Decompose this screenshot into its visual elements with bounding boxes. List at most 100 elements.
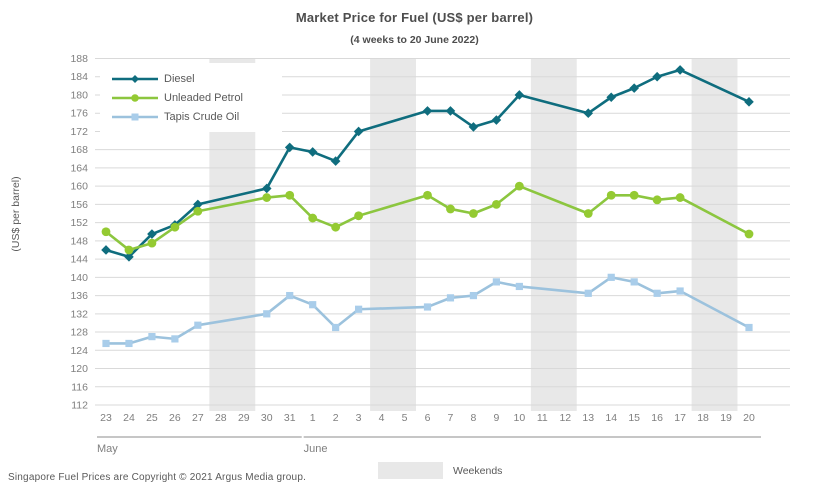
weekend-band <box>370 58 417 411</box>
chart-subtitle: (4 weeks to 20 June 2022) <box>350 34 479 46</box>
x-tick-label: 31 <box>284 412 296 424</box>
legend-label: Tapis Crude Oil <box>164 110 240 123</box>
tapis-crude-oil-point <box>630 278 638 286</box>
y-tick-label: 164 <box>70 162 88 174</box>
tapis-crude-oil-point <box>171 335 179 343</box>
diesel-point <box>330 156 341 166</box>
x-tick-label: 4 <box>379 412 385 424</box>
tapis-crude-oil-point <box>584 289 592 297</box>
diesel-point <box>606 92 617 103</box>
x-tick-label: 18 <box>697 412 709 424</box>
diesel-point <box>468 122 479 132</box>
tapis-crude-oil-point <box>309 301 317 309</box>
y-tick-label: 180 <box>70 89 88 101</box>
unleaded-petrol-point <box>354 211 364 221</box>
x-tick-label: 13 <box>582 412 594 424</box>
unleaded-petrol-point <box>262 193 272 202</box>
x-tick-label: 23 <box>100 412 112 424</box>
tapis-crude-oil-point <box>607 273 615 281</box>
diesel-point <box>353 126 364 137</box>
weekend-legend: Weekends <box>378 462 502 479</box>
y-tick-label: 144 <box>70 254 88 266</box>
tapis-crude-oil-swatch-icon <box>112 113 158 120</box>
tapis-crude-oil-point <box>355 305 363 313</box>
diesel-swatch-icon <box>112 74 158 83</box>
unleaded-petrol-point <box>308 213 318 223</box>
x-tick-label: 2 <box>333 412 339 424</box>
unleaded-petrol-point <box>675 193 685 202</box>
unleaded-petrol-point <box>744 229 754 239</box>
x-tick-label: 10 <box>514 412 526 424</box>
x-tick-label: 26 <box>169 412 181 424</box>
unleaded-petrol-point <box>446 204 455 214</box>
unleaded-petrol-point <box>514 181 524 191</box>
diesel-point <box>629 83 639 93</box>
unleaded-petrol-point <box>652 195 662 205</box>
tapis-crude-oil-point <box>332 323 340 332</box>
diesel-point <box>261 183 272 194</box>
x-tick-label: 12 <box>559 412 571 424</box>
x-tick-label: 24 <box>123 412 135 424</box>
legend-item-tapis-crude-oil[interactable]: Tapis Crude Oil <box>112 107 282 126</box>
unleaded-petrol-swatch-icon <box>112 93 158 102</box>
x-tick-label: 7 <box>448 412 454 424</box>
unleaded-petrol-point <box>193 206 203 216</box>
x-tick-label: 5 <box>402 412 408 424</box>
y-tick-label: 172 <box>70 126 88 138</box>
weekend-legend-label: Weekends <box>453 464 503 477</box>
diesel-point <box>422 106 433 116</box>
unleaded-petrol-point <box>285 190 295 200</box>
unleaded-petrol-point <box>124 245 134 255</box>
y-tick-label: 184 <box>70 71 88 83</box>
y-tick-label: 112 <box>71 400 88 412</box>
x-tick-label: 17 <box>674 412 686 424</box>
chart-legend: Diesel Unleaded Petrol Tapis Crude Oil <box>100 63 282 132</box>
tapis-crude-oil-point <box>286 291 294 300</box>
weekend-swatch-icon <box>378 462 443 479</box>
diesel-point <box>652 71 662 82</box>
tapis-crude-oil-point <box>515 282 523 291</box>
tapis-crude-oil-point <box>125 339 133 348</box>
unleaded-petrol-point <box>469 209 478 218</box>
y-tick-label: 160 <box>70 181 88 193</box>
tapis-crude-oil-point <box>653 289 661 297</box>
y-tick-label: 168 <box>70 144 88 156</box>
tapis-crude-oil-point <box>745 323 753 332</box>
tapis-crude-oil-point <box>446 294 455 302</box>
y-tick-label: 120 <box>70 363 88 375</box>
y-tick-label: 116 <box>71 381 88 393</box>
diesel-point <box>491 115 502 125</box>
unleaded-petrol-point <box>170 222 180 232</box>
x-tick-label: 14 <box>605 412 617 424</box>
copyright-note: Singapore Fuel Prices are Copyright © 20… <box>8 472 307 483</box>
diesel-point <box>514 90 525 100</box>
y-tick-label: 176 <box>70 108 88 120</box>
diesel-point <box>284 142 295 153</box>
y-tick-label: 132 <box>70 308 88 320</box>
legend-label: Unleaded Petrol <box>164 91 243 104</box>
unleaded-petrol-point <box>491 199 501 209</box>
month-label: May <box>97 443 118 455</box>
y-tick-label: 136 <box>70 290 88 302</box>
weekend-band <box>691 58 738 411</box>
y-tick-label: 124 <box>70 345 88 357</box>
legend-swatch-shape <box>131 93 139 102</box>
chart-title: Market Price for Fuel (US$ per barrel) <box>295 10 534 25</box>
legend-item-diesel[interactable]: Diesel <box>112 69 282 88</box>
x-tick-label: 8 <box>471 412 477 424</box>
unleaded-petrol-point <box>423 190 432 200</box>
diesel-point <box>445 106 456 116</box>
legend-item-unleaded-petrol[interactable]: Unleaded Petrol <box>112 88 282 107</box>
unleaded-petrol-point <box>147 238 157 248</box>
unleaded-petrol-point <box>331 222 341 232</box>
diesel-point <box>101 245 111 255</box>
diesel-point <box>307 147 318 157</box>
tapis-crude-oil-point <box>148 333 156 341</box>
tapis-crude-oil-point <box>194 321 202 329</box>
x-tick-label: 27 <box>192 412 204 424</box>
y-tick-label: 188 <box>70 53 88 65</box>
diesel-point <box>124 252 134 262</box>
tapis-crude-oil-point <box>263 310 271 318</box>
diesel-point <box>147 229 157 239</box>
x-tick-label: 9 <box>493 412 499 424</box>
